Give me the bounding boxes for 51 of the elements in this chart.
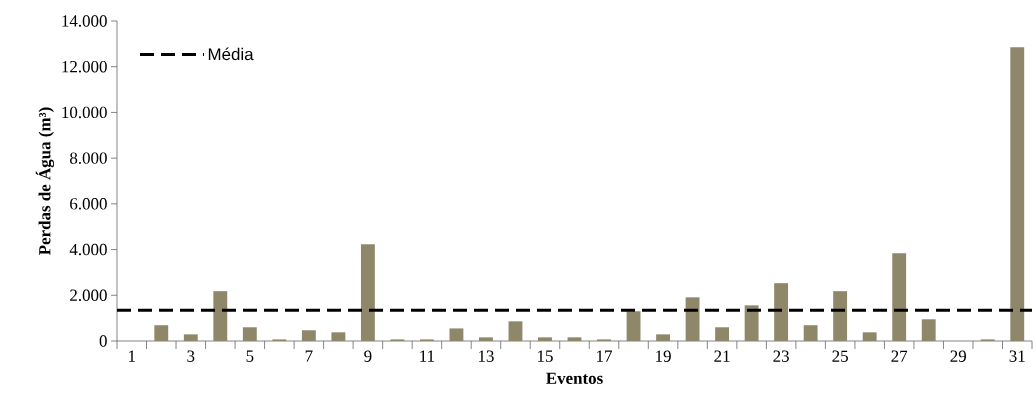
bar	[479, 337, 493, 341]
bar	[892, 253, 907, 341]
bar	[803, 325, 818, 341]
y-tick-label: 0	[99, 335, 107, 347]
x-tick-label: 9	[364, 350, 372, 362]
x-tick-label: 3	[187, 350, 195, 362]
x-tick-label: 19	[656, 350, 671, 362]
x-tick-label: 31	[1009, 350, 1025, 362]
y-axis-title: Perdas de Água (m³)	[35, 107, 55, 255]
x-tick-label: 27	[891, 350, 908, 362]
x-tick-label: 13	[478, 350, 494, 362]
x-tick-label: 5	[246, 350, 254, 362]
bar	[744, 305, 759, 341]
bar	[862, 332, 877, 341]
y-tick-label: 6.000	[70, 198, 107, 210]
y-tick-label: 14.000	[62, 15, 107, 27]
bar	[715, 327, 730, 341]
bar	[360, 244, 375, 341]
x-tick-label: 1	[129, 350, 135, 362]
bar	[331, 332, 346, 341]
x-tick-label: 29	[950, 350, 966, 362]
bar	[449, 328, 464, 341]
x-tick-label: 17	[597, 350, 613, 362]
bar	[1010, 47, 1025, 341]
y-tick-label: 4.000	[69, 243, 107, 256]
bar	[301, 330, 316, 341]
bar	[213, 291, 228, 341]
bar	[538, 337, 552, 341]
bar	[626, 311, 641, 341]
bar	[508, 321, 523, 341]
y-tick-label: 2.000	[70, 289, 107, 302]
y-tick-label: 12.000	[62, 60, 107, 73]
x-tick-label: 11	[420, 350, 435, 362]
x-tick-label: 15	[538, 350, 553, 362]
bar	[242, 327, 257, 341]
bar	[154, 325, 169, 341]
y-tick-label: 8.000	[70, 152, 107, 164]
bar	[921, 319, 936, 341]
x-tick-label: 25	[832, 350, 848, 362]
bar	[685, 297, 700, 341]
x-tick-label: 7	[305, 350, 313, 362]
bar	[774, 283, 789, 341]
bar	[656, 334, 670, 341]
bar	[567, 337, 582, 341]
x-axis-title: Eventos	[546, 372, 603, 384]
x-tick-label: 21	[714, 350, 730, 362]
bar	[183, 334, 198, 341]
legend-label: Média	[208, 47, 254, 61]
bar	[833, 291, 848, 341]
x-tick-label: 23	[773, 350, 789, 362]
y-tick-label: 10.000	[62, 106, 107, 119]
